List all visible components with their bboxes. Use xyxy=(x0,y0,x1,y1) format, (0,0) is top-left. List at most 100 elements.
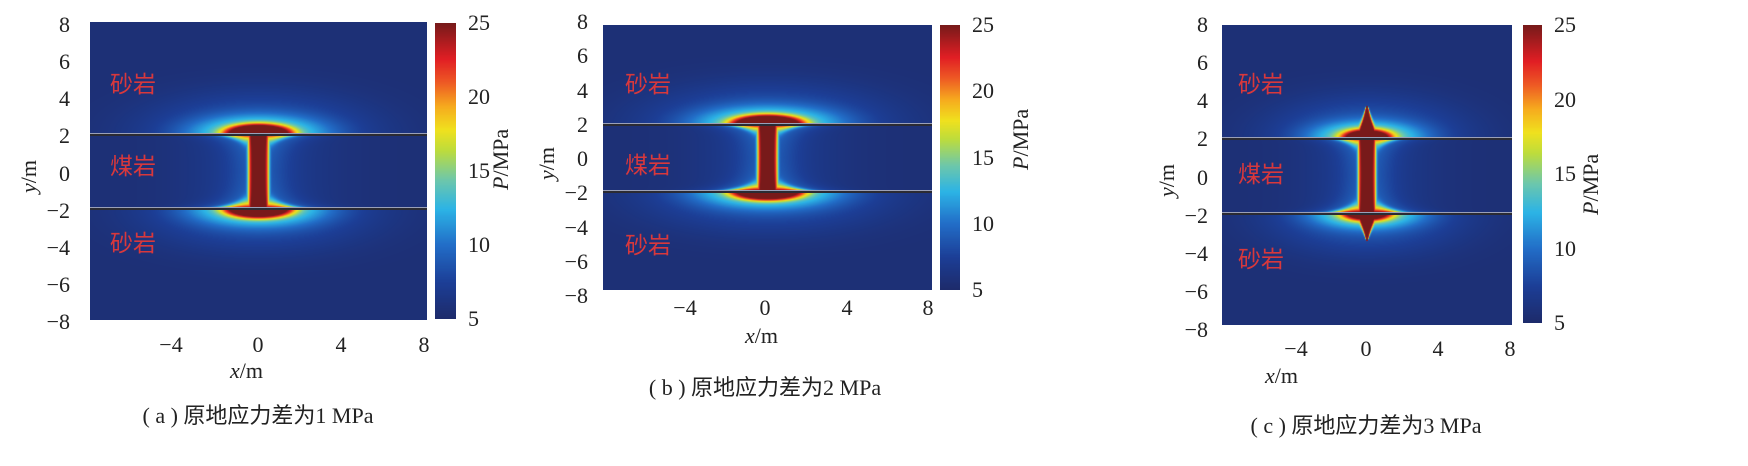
y-tick-label: −4 xyxy=(564,214,588,240)
y-axis-label-unit: /m xyxy=(16,160,41,184)
colorbar-tick-label: 25 xyxy=(468,10,490,35)
layer-interface-line xyxy=(90,207,427,211)
y-tick-label: 8 xyxy=(577,9,588,34)
y-tick-label: 0 xyxy=(1197,164,1208,190)
x-tick-label: 8 xyxy=(418,332,430,357)
x-tick-label: 0 xyxy=(1360,336,1372,361)
x-axis-label-unit: /m xyxy=(754,323,778,348)
y-tick-label: 0 xyxy=(577,146,588,171)
colorbar-tick-label: 25 xyxy=(972,12,994,37)
x-tick-label: 0 xyxy=(759,295,771,320)
region-label-sandstone: 砂岩 xyxy=(625,233,671,259)
region-label-sandstone: 砂岩 xyxy=(110,72,156,98)
x-axis-label: x/m xyxy=(745,323,778,349)
x-axis-label-var: x xyxy=(745,323,755,348)
y-axis-label-unit: /m xyxy=(534,146,559,170)
y-tick-label: 6 xyxy=(59,49,70,75)
y-tick-label: 4 xyxy=(577,77,588,103)
y-tick-label: 8 xyxy=(59,12,70,37)
y-tick-label: −2 xyxy=(564,180,588,206)
colorbar-label-unit: /MPa xyxy=(488,128,513,177)
colorbar-tick-label: 5 xyxy=(972,277,983,302)
colorbar-label-unit: /MPa xyxy=(1578,153,1603,202)
y-tick-label: 0 xyxy=(59,160,70,186)
colorbar-tick-label: 10 xyxy=(1554,235,1576,261)
y-tick-label: −8 xyxy=(1184,317,1208,342)
x-axis-label: x/m xyxy=(1265,363,1298,389)
heatmap-field xyxy=(603,25,932,290)
x-axis-label-var: x xyxy=(1265,363,1275,388)
layer-interface-line xyxy=(90,132,427,136)
panel-caption: ( c ) 原地应力差为3 MPa xyxy=(1250,413,1482,438)
region-label-coal: 煤岩 xyxy=(110,154,156,180)
colorbar xyxy=(940,25,960,290)
layer-interface-line xyxy=(1222,136,1512,140)
y-axis-label: y/m xyxy=(1154,164,1180,197)
region-label-sandstone: 砂岩 xyxy=(110,231,156,257)
colorbar-tick-label: 5 xyxy=(468,306,479,331)
y-tick-label: 6 xyxy=(577,43,588,69)
y-tick-label: −6 xyxy=(46,271,70,297)
x-tick-label: 8 xyxy=(1504,336,1516,361)
x-tick-label: 4 xyxy=(335,332,347,357)
region-label-coal: 煤岩 xyxy=(1238,162,1284,188)
colorbar-tick-label: 15 xyxy=(1554,161,1576,186)
colorbar-label: P/MPa xyxy=(1578,154,1604,215)
colorbar-tick-label: 10 xyxy=(972,210,994,236)
y-tick-label: −6 xyxy=(1184,278,1208,304)
colorbar-tick-label: 20 xyxy=(1554,86,1576,112)
region-label-sandstone: 砂岩 xyxy=(625,72,671,98)
y-tick-label: −8 xyxy=(564,283,588,308)
panel-caption: ( b ) 原地应力差为2 MPa xyxy=(648,375,882,400)
x-tick-label: −4 xyxy=(1284,336,1308,361)
colorbar-label-var: P xyxy=(1008,156,1033,170)
region-label-sandstone: 砂岩 xyxy=(1238,247,1284,273)
y-tick-label: −6 xyxy=(564,248,588,274)
y-tick-label: 4 xyxy=(59,86,70,112)
y-tick-label: −2 xyxy=(46,197,70,223)
y-axis-label-var: y xyxy=(534,169,559,180)
x-tick-label: 8 xyxy=(922,295,934,320)
x-tick-label: 4 xyxy=(841,295,853,320)
y-tick-label: 2 xyxy=(59,123,70,149)
y-axis-label-var: y xyxy=(1154,187,1179,197)
colorbar-tick-label: 15 xyxy=(468,158,490,183)
y-tick-label: 2 xyxy=(577,111,588,137)
colorbar-tick-label: 20 xyxy=(972,78,994,104)
y-tick-label: 2 xyxy=(1197,126,1208,152)
y-axis-label-unit: /m xyxy=(1154,164,1179,188)
x-tick-label: −4 xyxy=(159,332,183,357)
y-axis-label: y/m xyxy=(534,147,560,180)
y-tick-label: −2 xyxy=(1184,202,1208,228)
y-tick-label: 6 xyxy=(1197,50,1208,76)
colorbar-tick-label: 5 xyxy=(1554,310,1565,335)
heatmap-field xyxy=(1222,25,1512,325)
heatmap-field xyxy=(90,22,427,320)
y-tick-label: −4 xyxy=(1184,240,1208,266)
x-axis-label-unit: /m xyxy=(239,358,263,383)
y-axis-label-var: y xyxy=(16,183,41,193)
y-axis-label: y/m xyxy=(16,160,42,193)
colorbar-label-var: P xyxy=(488,176,513,190)
colorbar-tick-label: 25 xyxy=(1554,12,1576,37)
x-axis-label-var: x xyxy=(230,358,240,383)
colorbar-label-unit: /MPa xyxy=(1008,108,1033,157)
region-label-sandstone: 砂岩 xyxy=(1238,72,1284,98)
colorbar-label-var: P xyxy=(1578,201,1603,215)
layer-interface-line xyxy=(603,189,932,193)
colorbar-tick-label: 20 xyxy=(468,84,490,109)
x-tick-label: 4 xyxy=(1432,336,1444,361)
y-tick-label: 4 xyxy=(1197,88,1208,114)
y-tick-label: −4 xyxy=(46,234,70,260)
layer-interface-line xyxy=(603,123,932,127)
colorbar-label: P/MPa xyxy=(488,129,514,190)
colorbar-tick-label: 15 xyxy=(972,144,994,170)
x-axis-label: x/m xyxy=(230,358,263,384)
colorbar xyxy=(435,23,456,319)
panel-caption: ( a ) 原地应力差为1 MPa xyxy=(142,403,374,428)
x-tick-label: −4 xyxy=(673,295,697,320)
x-tick-label: 0 xyxy=(252,332,264,357)
colorbar-tick-label: 10 xyxy=(468,232,490,257)
colorbar xyxy=(1523,25,1542,323)
x-axis-label-unit: /m xyxy=(1274,363,1298,388)
